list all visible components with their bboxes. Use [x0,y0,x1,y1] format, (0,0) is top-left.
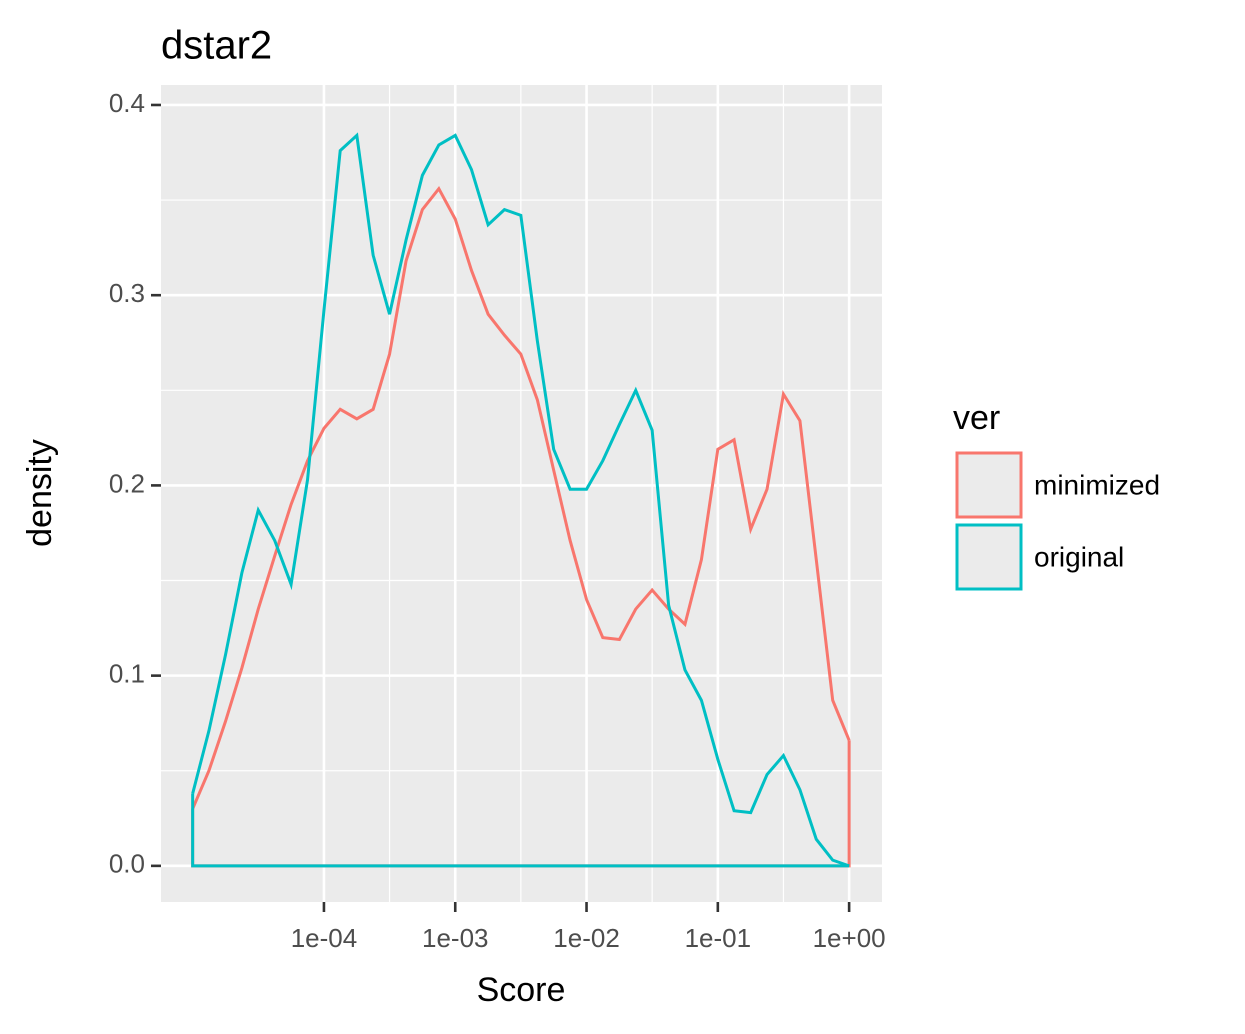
y-tick-label: 0.1 [109,659,145,689]
x-tick-label: 1e-02 [553,923,620,953]
legend-label: minimized [1034,469,1160,500]
x-tick-label: 1e-01 [685,923,752,953]
legend-title: ver [953,399,1000,437]
x-axis-title: Score [477,971,566,1009]
panel [161,85,882,902]
x-tick-label: 1e-03 [422,923,489,953]
chart-title: dstar2 [161,24,272,68]
y-tick-label: 0.2 [109,468,145,498]
density-outline [191,793,850,868]
density-line [191,185,851,810]
legend-key [955,451,1023,519]
x-tick-label: 1e+00 [813,923,886,953]
y-tick-label: 0.0 [109,849,145,879]
legend-label: original [1034,541,1124,572]
y-tick-label: 0.4 [109,88,145,118]
y-tick-label: 0.3 [109,278,145,308]
y-axis-title: density [21,439,59,547]
density-line [191,132,850,868]
legend-key [955,523,1023,591]
x-tick-label: 1e-04 [291,923,358,953]
